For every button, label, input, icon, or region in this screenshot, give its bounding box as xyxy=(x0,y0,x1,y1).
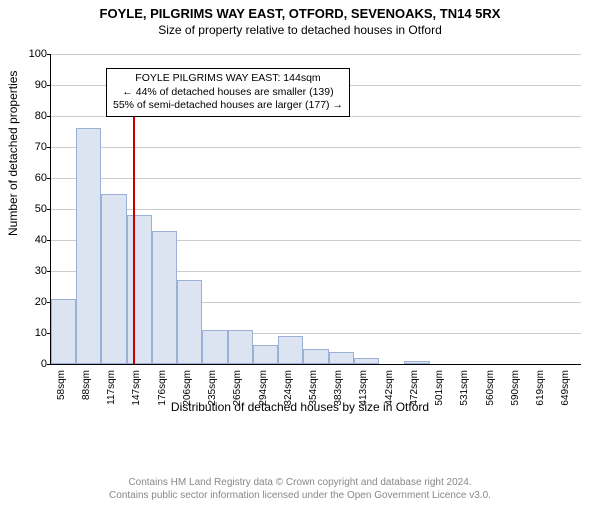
ytick-label: 20 xyxy=(19,296,47,308)
page-title: FOYLE, PILGRIMS WAY EAST, OTFORD, SEVENO… xyxy=(0,6,600,21)
ytick-mark xyxy=(47,271,51,272)
ytick-label: 90 xyxy=(19,79,47,91)
histogram-bar xyxy=(127,215,152,364)
ytick-label: 80 xyxy=(19,110,47,122)
subtitle: Size of property relative to detached ho… xyxy=(0,23,600,37)
ytick-mark xyxy=(47,54,51,55)
ytick-label: 60 xyxy=(19,172,47,184)
gridline xyxy=(51,147,581,148)
histogram-bar xyxy=(202,330,227,364)
histogram-bar xyxy=(354,358,379,364)
annotation-line: ← 44% of detached houses are smaller (13… xyxy=(113,86,343,100)
histogram-bar xyxy=(228,330,253,364)
property-marker-line xyxy=(133,116,135,364)
ytick-mark xyxy=(47,116,51,117)
annotation-line: FOYLE PILGRIMS WAY EAST: 144sqm xyxy=(113,72,343,86)
ytick-label: 0 xyxy=(19,358,47,370)
y-axis-label: Number of detached properties xyxy=(6,71,20,236)
ytick-mark xyxy=(47,85,51,86)
annotation-line: 55% of semi-detached houses are larger (… xyxy=(113,99,343,113)
ytick-mark xyxy=(47,178,51,179)
ytick-label: 50 xyxy=(19,203,47,215)
histogram-bar xyxy=(303,349,328,365)
footer-line: Contains public sector information licen… xyxy=(0,490,600,503)
ytick-mark xyxy=(47,209,51,210)
ytick-label: 10 xyxy=(19,327,47,339)
gridline xyxy=(51,209,581,210)
chart-container: Number of detached properties 0102030405… xyxy=(0,46,600,456)
ytick-mark xyxy=(47,147,51,148)
ytick-label: 100 xyxy=(19,48,47,60)
footer-line: Contains HM Land Registry data © Crown c… xyxy=(0,477,600,490)
histogram-bar xyxy=(404,361,429,364)
x-axis-label: Distribution of detached houses by size … xyxy=(0,400,600,414)
histogram-bar xyxy=(152,231,177,364)
ytick-mark xyxy=(47,240,51,241)
histogram-bar xyxy=(329,352,354,364)
histogram-bar xyxy=(76,128,101,364)
histogram-bar xyxy=(253,345,278,364)
histogram-bar xyxy=(51,299,76,364)
gridline xyxy=(51,54,581,55)
ytick-label: 40 xyxy=(19,234,47,246)
ytick-label: 30 xyxy=(19,265,47,277)
plot-area: 010203040506070809010058sqm88sqm117sqm14… xyxy=(50,54,581,365)
histogram-bar xyxy=(278,336,303,364)
gridline xyxy=(51,178,581,179)
annotation-box: FOYLE PILGRIMS WAY EAST: 144sqm← 44% of … xyxy=(106,68,350,117)
ytick-mark xyxy=(47,364,51,365)
ytick-label: 70 xyxy=(19,141,47,153)
histogram-bar xyxy=(101,194,126,365)
histogram-bar xyxy=(177,280,202,364)
footer-attribution: Contains HM Land Registry data © Crown c… xyxy=(0,477,600,502)
